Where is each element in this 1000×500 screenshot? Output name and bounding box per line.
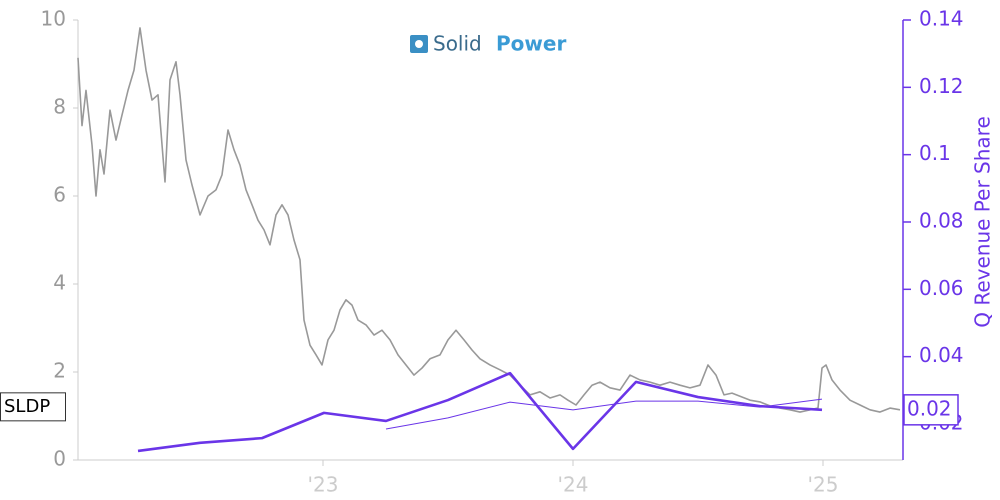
y2-tick-label: 0.14 [919,7,964,31]
series-line [77,27,901,413]
y2-tick-label: 0.06 [919,276,964,300]
y-tick-label: 8 [53,95,66,119]
x-tick-label: '23 [308,473,339,497]
y2-axis-label: Q Revenue Per Share [971,116,995,328]
price-name-box [0,392,66,422]
logo-text: Power [496,32,566,56]
price-name-label: SLDP [4,396,50,417]
y-tick-label: 10 [41,7,66,31]
logo: Solid Power [410,32,566,56]
logo-text: Solid [433,32,482,56]
y2-tick-label: 0.08 [919,208,964,232]
y-tick-label: 4 [53,271,66,295]
series-line [137,371,823,453]
y-tick-label: 6 [53,183,66,207]
x-tick-label: '24 [558,473,589,497]
logo-icon-dot [415,40,423,48]
y-tick-label: 0 [53,447,66,471]
current-value-label: 0.02 [907,396,952,420]
y-tick-label: 2 [53,359,66,383]
series-line [385,398,823,430]
y2-tick-label: 0.12 [919,74,964,98]
current-value-box [903,394,959,426]
x-tick-label: '25 [808,473,839,497]
y2-tick-label: 0.04 [919,343,964,367]
y2-tick-label: 0.1 [919,141,951,165]
